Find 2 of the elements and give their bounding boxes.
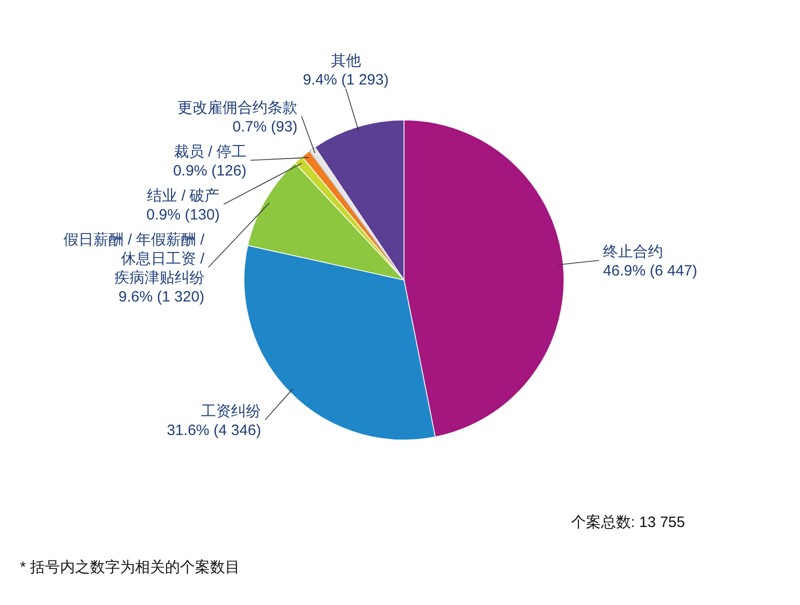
text: 个案总数: 13 755 xyxy=(570,514,685,531)
text: * 括号内之数字为相关的个案数目 xyxy=(20,559,240,576)
